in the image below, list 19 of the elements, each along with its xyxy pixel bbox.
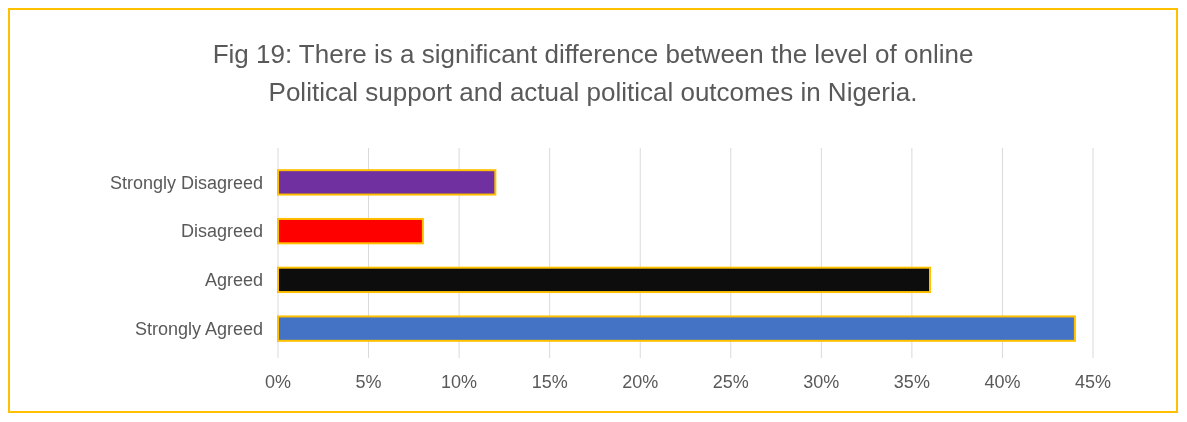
x-tick-label: 25% — [712, 372, 749, 392]
x-tick-label: 45% — [1074, 372, 1112, 392]
y-tick-label: Strongly Disagreed — [109, 172, 263, 193]
x-tick-label: 0% — [264, 372, 292, 392]
x-tick-label: 15% — [531, 372, 568, 392]
x-tick-label: 5% — [355, 372, 382, 392]
x-tick-label: 20% — [622, 372, 659, 392]
x-tick-label: 35% — [893, 372, 930, 392]
x-tick-label: 30% — [803, 372, 840, 392]
x-tick-label: 40% — [984, 372, 1021, 392]
x-tick-label: 10% — [441, 372, 478, 392]
y-tick-label: Strongly Agreed — [134, 318, 263, 339]
bar — [277, 266, 931, 294]
y-tick-label: Disagreed — [180, 221, 263, 242]
chart-title: Fig 19: There is a significant difference between the level of online Political support and actual political outcomes in Nigeria. — [212, 39, 974, 107]
y-tick-label: Agreed — [204, 270, 263, 291]
bar — [277, 169, 497, 196]
bar — [277, 315, 1076, 342]
bar — [277, 217, 424, 245]
